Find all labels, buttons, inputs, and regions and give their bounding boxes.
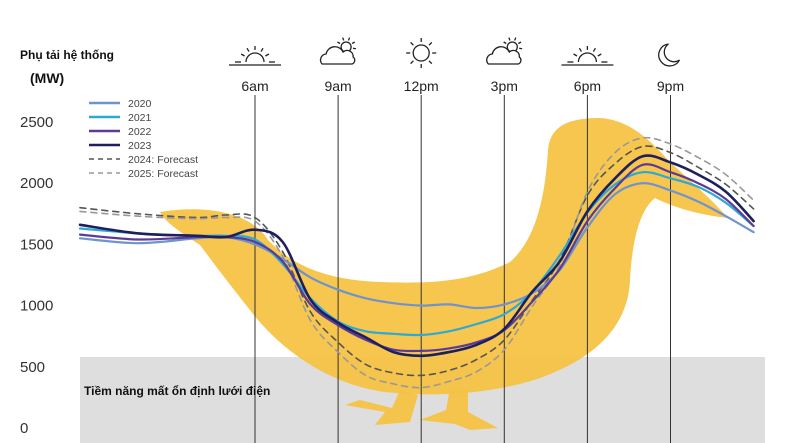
legend: 2020 2021 2022 2023 2024: Forecast 2025: Fore…	[89, 98, 198, 180]
time-label: 6pm	[574, 78, 601, 94]
y-axis-title: Phụ tải hệ thống	[20, 48, 114, 62]
legend-label: 2021	[128, 112, 152, 124]
y-tick-label: 2500	[20, 114, 53, 131]
time-label: 12pm	[404, 78, 439, 94]
series-line-2020	[78, 182, 755, 310]
series-line-2022	[78, 163, 755, 353]
weather-icons	[229, 37, 681, 68]
time-label: 6am	[241, 78, 268, 94]
legend-label: 2023	[128, 140, 152, 152]
series-line-2024-forecast	[79, 145, 755, 377]
y-tick-label: 0	[20, 420, 28, 437]
time-label: 9am	[324, 78, 351, 94]
time-gridlines: 6am 9am 12pm 3pm 6pm 9pm	[241, 78, 684, 443]
legend-label: 2024: Forecast	[128, 154, 198, 166]
legend-label: 2022	[128, 126, 152, 138]
y-tick-label: 500	[20, 359, 45, 376]
y-axis: 0 500 1000 1500 2000 2500	[20, 114, 53, 437]
y-tick-label: 1000	[20, 298, 53, 315]
y-tick-label: 1500	[20, 236, 53, 253]
time-label: 9pm	[657, 78, 684, 94]
moon-icon	[658, 43, 681, 67]
legend-label: 2020	[128, 98, 152, 110]
sunrise-icon	[229, 46, 281, 66]
duck-silhouette	[160, 118, 728, 430]
sun-icon	[406, 38, 437, 68]
legend-label: 2025: Forecast	[128, 168, 198, 180]
sunset-icon	[561, 46, 614, 66]
series-lines	[78, 136, 755, 389]
time-label: 3pm	[491, 78, 518, 94]
partly-cloudy-icon	[486, 37, 523, 65]
series-line-2021	[78, 170, 755, 337]
series-line-2025-forecast	[79, 136, 755, 389]
y-tick-label: 2000	[20, 175, 53, 192]
series-line-2023	[78, 154, 755, 358]
instability-annotation: Tiềm năng mất ổn định lưới điện	[84, 384, 270, 398]
y-axis-unit: (MW)	[30, 70, 64, 86]
partly-cloudy-icon	[319, 37, 357, 65]
